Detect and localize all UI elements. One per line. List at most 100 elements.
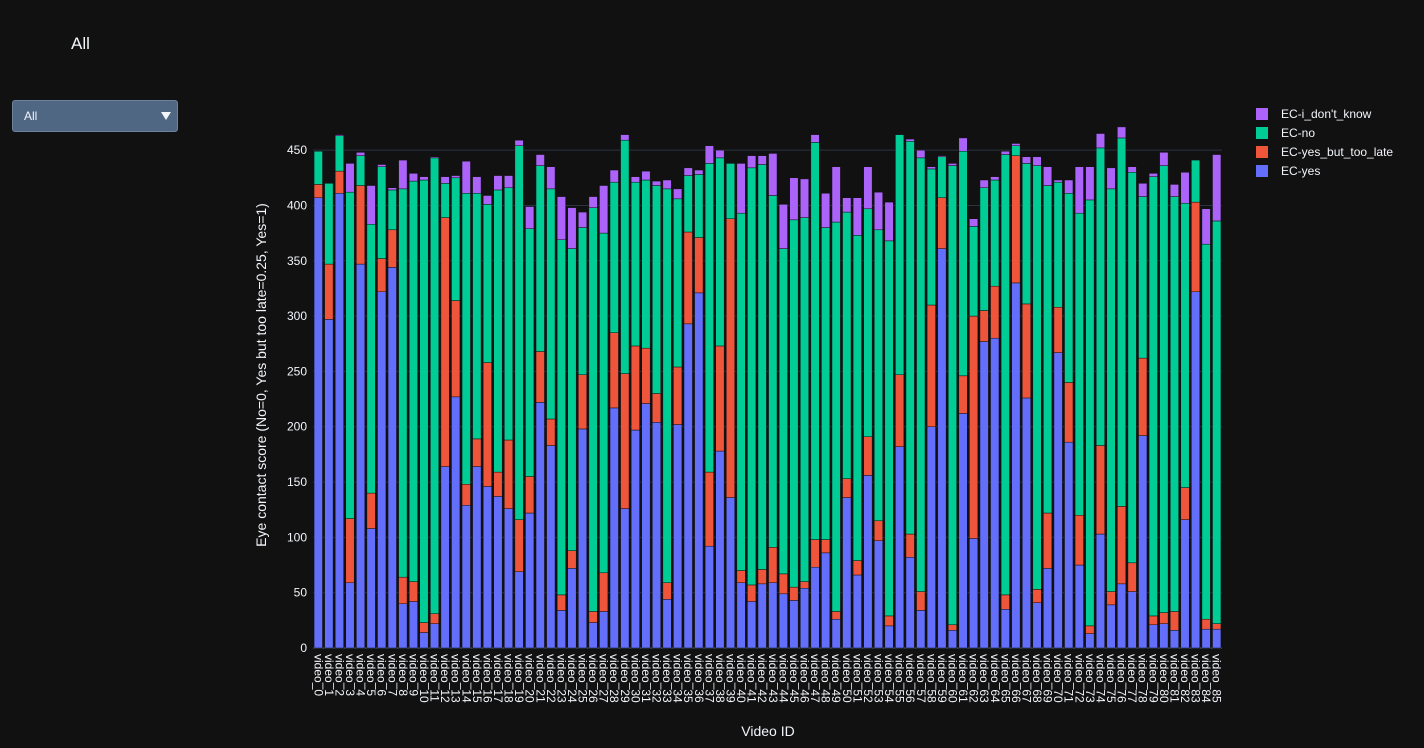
bar-segment (969, 538, 979, 649)
bar-segment (514, 519, 524, 572)
bar-segment (398, 188, 408, 578)
bar-segment (726, 163, 735, 219)
bar-segment (1064, 441, 1074, 649)
bar-segment (345, 518, 355, 583)
bar-segment (778, 593, 788, 649)
bar-segment (514, 145, 524, 520)
bar-segment (1021, 156, 1031, 164)
bar-segment (1212, 623, 1222, 630)
x-tick-label: video_58 (924, 654, 938, 703)
bar-segment (863, 475, 873, 649)
bar-segment (736, 163, 746, 214)
bar-segment (482, 195, 492, 205)
x-tick-label: video_32 (650, 654, 664, 703)
bar-segment (652, 393, 661, 423)
bar-segment (704, 145, 714, 164)
bar-segment (778, 573, 788, 595)
bar-segment (1201, 243, 1211, 620)
bar-segment (482, 204, 492, 363)
x-tick-label: video_22 (544, 654, 558, 703)
x-tick-label: video_56 (903, 654, 917, 703)
bar-segment (578, 428, 588, 649)
bar-segment (419, 622, 429, 633)
x-tick-label: video_11 (428, 654, 442, 702)
bar-segment (578, 374, 588, 430)
bar-segment (789, 219, 799, 588)
bar-segment (630, 429, 640, 649)
bar-segment (334, 170, 344, 194)
bar-segment (588, 622, 598, 649)
y-tick-label: 350 (287, 254, 307, 268)
bar-segment (356, 263, 366, 649)
bar-segment (842, 497, 852, 649)
bar-segment (493, 471, 503, 497)
x-tick-label: video_75 (1104, 654, 1118, 703)
bar-segment (736, 212, 746, 571)
bar-segment (937, 197, 947, 249)
bar-segment (1191, 291, 1201, 649)
bar-segment (1117, 137, 1127, 507)
bar-segment (451, 175, 461, 179)
bar-segment (1043, 166, 1053, 186)
bar-segment (514, 571, 524, 649)
bar-segment (831, 166, 841, 223)
bar-segment (1000, 154, 1010, 596)
dropdown[interactable]: All (12, 100, 178, 132)
x-tick-label: video_12 (438, 654, 452, 703)
bar-segment (313, 184, 323, 198)
bar-segment (747, 155, 757, 169)
bar-segment (747, 584, 757, 602)
bar-segment (461, 160, 471, 194)
bar-segment (673, 366, 683, 425)
bar-segment (778, 248, 788, 575)
bar-segment (525, 476, 535, 514)
chart-title: All (71, 34, 90, 53)
bar-segment (1159, 165, 1169, 613)
bar-segment (535, 351, 545, 403)
x-tick-label: video_71 (1062, 654, 1076, 703)
x-tick-label: video_65 (998, 654, 1012, 703)
bar-segment (715, 450, 725, 649)
bar-segment (1021, 303, 1031, 399)
bar-segment (652, 185, 661, 394)
bar-segment (588, 611, 598, 623)
x-tick-label: video_7 (385, 654, 399, 696)
bar-segment (726, 218, 735, 498)
x-tick-label: video_24 (565, 654, 579, 703)
bar-segment (472, 466, 482, 649)
bar-segment (377, 291, 387, 649)
bar-segment (345, 163, 355, 193)
x-tick-label: video_69 (1041, 654, 1055, 703)
bar-segment (567, 207, 577, 249)
bar-segment (1117, 583, 1127, 649)
x-tick-label: video_34 (671, 654, 685, 703)
bar-segment (736, 570, 746, 583)
bar-segment (1074, 166, 1084, 214)
bar-segment (662, 582, 672, 600)
bar-segment (535, 154, 545, 166)
bar-segment (1000, 594, 1010, 610)
bar-segment (757, 164, 767, 570)
bar-segment (704, 545, 714, 649)
x-tick-label: video_55 (893, 654, 907, 703)
bar-segment (1095, 133, 1105, 149)
bar-segment (440, 217, 450, 467)
bar-segment (630, 176, 640, 183)
bar-segment (630, 345, 640, 431)
x-tick-label: video_41 (745, 654, 759, 703)
x-tick-label: video_52 (861, 654, 875, 703)
x-tick-label: video_43 (766, 654, 780, 703)
x-tick-label: video_25 (576, 654, 590, 703)
bar-segment (683, 323, 693, 649)
bar-segment (1095, 445, 1105, 535)
y-tick-label: 200 (287, 420, 307, 434)
bar-segment (366, 528, 376, 649)
bar-segment (990, 285, 1000, 339)
bar-segment (387, 229, 397, 268)
y-tick-label: 250 (287, 364, 307, 378)
bar-segment (969, 315, 979, 539)
legend-swatch (1256, 146, 1268, 158)
x-tick-label: video_0 (311, 654, 325, 696)
bar-segment (715, 345, 725, 452)
bar-segment (440, 176, 450, 184)
